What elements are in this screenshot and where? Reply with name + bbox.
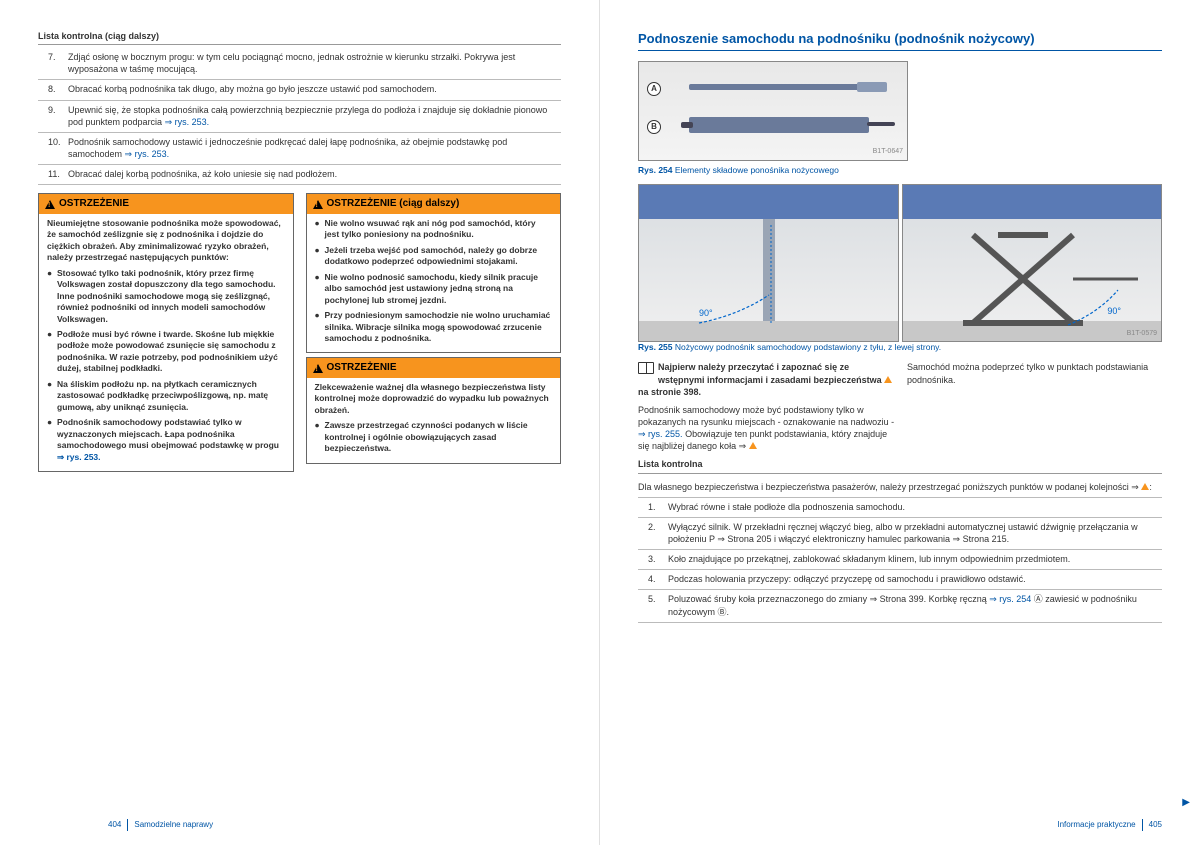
list-heading: Lista kontrolna <box>638 458 1162 473</box>
intro-left: Najpierw należy przeczytać i zapoznać si… <box>638 361 893 397</box>
list-item: 10.Podnośnik samochodowy ustawić i jedno… <box>38 134 561 163</box>
text: Obracać dalej korbą podnośnika, aż koło … <box>68 168 561 180</box>
figure-254: A B B1T-0647 <box>638 61 908 161</box>
warning-icon <box>313 364 323 373</box>
angle-label: 90° <box>1107 305 1121 317</box>
continue-arrow-icon: ▶ <box>1182 796 1190 810</box>
fig-ref: B1T-0647 <box>873 147 903 156</box>
warning-icon <box>1141 483 1149 490</box>
text: Upewnić się, że stopka podnośnika całą p… <box>68 104 561 128</box>
paragraph: Podnośnik samochodowy może być podstawio… <box>638 404 900 453</box>
num: 7. <box>48 51 68 75</box>
warning-box: OSTRZEŻENIE Zlekceważenie ważnej dla wła… <box>306 357 562 463</box>
warning-icon <box>884 376 892 383</box>
page-number: 405 <box>1149 820 1162 831</box>
num: 11. <box>48 168 68 180</box>
left-page: Lista kontrolna (ciąg dalszy) 7.Zdjąć os… <box>0 0 600 845</box>
section-name: Informacje praktyczne <box>1057 820 1135 831</box>
warning-icon <box>749 442 757 449</box>
fig-ref: B1T-0579 <box>1127 329 1157 338</box>
list-intro: Dla własnego bezpieczeństwa i bezpieczeń… <box>638 478 1162 496</box>
warning-columns: OSTRZEŻENIE Nieumiejętne stosowanie podn… <box>38 193 561 476</box>
list-item: 8.Obracać korbą podnośnika tak długo, ab… <box>38 81 561 98</box>
label-b: B <box>647 120 661 134</box>
label-a: A <box>647 82 661 96</box>
list-item: 7.Zdjąć osłonę w bocznym progu: w tym ce… <box>38 49 561 78</box>
list-heading: Lista kontrolna (ciąg dalszy) <box>38 30 561 45</box>
intro-columns: Najpierw należy przeczytać i zapoznać si… <box>638 361 1162 397</box>
warning-header: OSTRZEŻENIE <box>39 194 293 214</box>
right-page: Podnoszenie samochodu na podnośniku (pod… <box>600 0 1200 845</box>
warning-icon <box>45 200 55 209</box>
list-item: 2.Wyłączyć silnik. W przekładni ręcznej … <box>638 519 1162 548</box>
list-item: 4.Podczas holowania przyczepy: odłączyć … <box>638 571 1162 588</box>
page-footer: 404 Samodzielne naprawy <box>108 819 213 831</box>
warning-body: ●Nie wolno wsuwać rąk ani nóg pod samoch… <box>307 214 561 353</box>
figure-255: A 90° B 90° B1T-0579 <box>638 184 1162 342</box>
num: 9. <box>48 104 68 128</box>
warning-header: OSTRZEŻENIE <box>307 358 561 378</box>
num: 10. <box>48 136 68 160</box>
warning-box: OSTRZEŻENIE (ciąg dalszy) ●Nie wolno wsu… <box>306 193 562 353</box>
warning-header: OSTRZEŻENIE (ciąg dalszy) <box>307 194 561 214</box>
section-name: Samodzielne naprawy <box>134 820 213 831</box>
intro-right: Samochód można podeprzeć tylko w punktac… <box>907 361 1162 397</box>
book-icon <box>638 362 654 374</box>
text: Zdjąć osłonę w bocznym progu: w tym celu… <box>68 51 561 75</box>
page-number: 404 <box>108 820 121 831</box>
page-footer: Informacje praktyczne 405 <box>1057 819 1162 831</box>
figure-caption: Rys. 254 Elementy składowe ponośnika noż… <box>638 165 908 176</box>
section-title: Podnoszenie samochodu na podnośniku (pod… <box>638 30 1162 51</box>
text: Podnośnik samochodowy ustawić i jednocze… <box>68 136 561 160</box>
warning-icon <box>313 200 323 209</box>
figure-255b: B 90° B1T-0579 <box>902 184 1163 342</box>
warning-body: Nieumiejętne stosowanie podnośnika może … <box>39 214 293 471</box>
list-item: 3.Koło znajdujące po przekątnej, zabloko… <box>638 551 1162 568</box>
warning-body: Zlekceważenie ważnej dla własnego bezpie… <box>307 378 561 463</box>
list-item: 9.Upewnić się, że stopka podnośnika całą… <box>38 102 561 131</box>
list-item: 11.Obracać dalej korbą podnośnika, aż ko… <box>38 166 561 183</box>
num: 8. <box>48 83 68 95</box>
list-item: 1.Wybrać równe i stałe podłoże dla podno… <box>638 499 1162 516</box>
warning-box: OSTRZEŻENIE Nieumiejętne stosowanie podn… <box>38 193 294 472</box>
figure-255a: A 90° <box>638 184 899 342</box>
list-item: 5.Poluzować śruby koła przeznaczonego do… <box>638 591 1162 620</box>
text: Obracać korbą podnośnika tak długo, aby … <box>68 83 561 95</box>
figure-caption: Rys. 255 Nożycowy podnośnik samochodowy … <box>638 342 1162 353</box>
